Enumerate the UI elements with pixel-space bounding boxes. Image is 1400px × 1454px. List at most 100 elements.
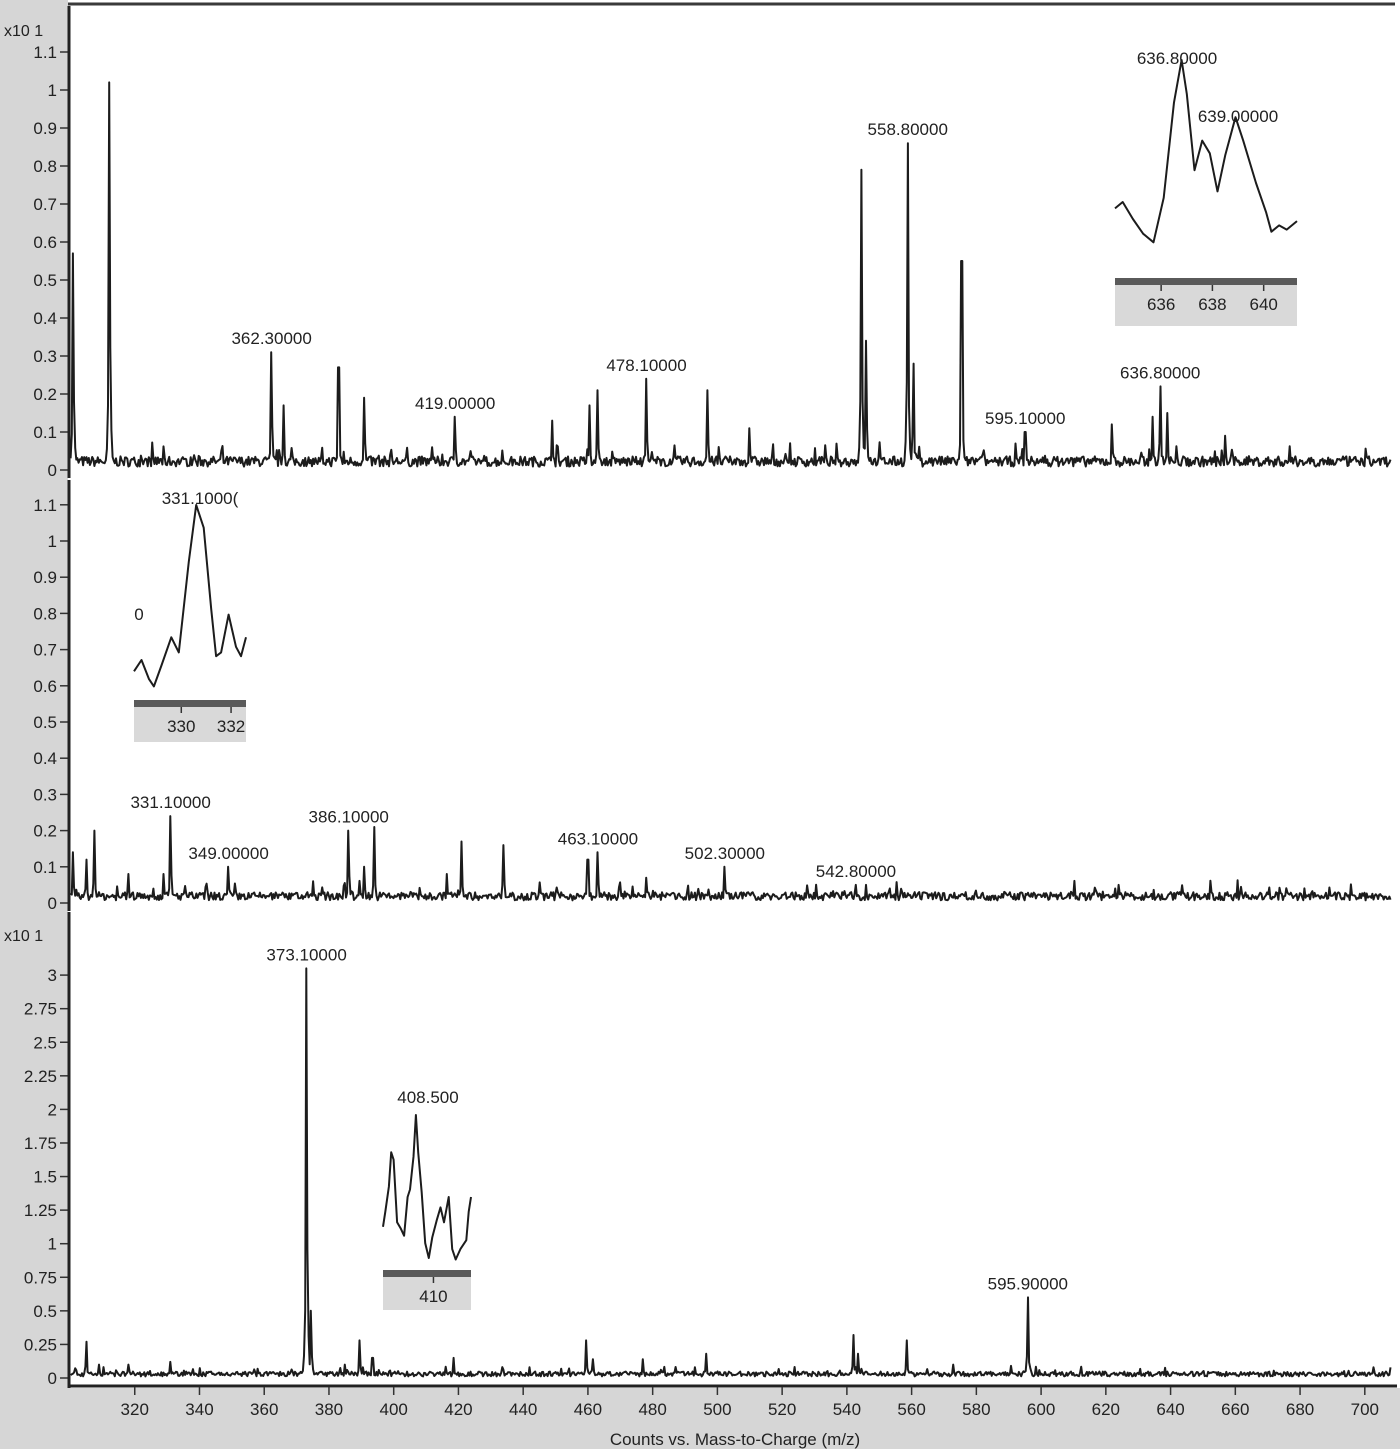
spectrum-panel-middle: 0 0.1 0.2 0.3 0.4 0.5 0.6 0.7 0.8 0.9 1 1.1 331.1000… <box>33 480 1392 913</box>
inset-axis-bg <box>134 706 246 742</box>
peak-label: 463.10000 <box>558 829 638 848</box>
y-tick-label: 0.7 <box>33 195 57 214</box>
axis-strip-bottom <box>0 1388 1400 1449</box>
peak-label: 502.30000 <box>685 844 765 863</box>
inset-peak-label: 331.1000( <box>162 489 239 508</box>
y-tick-label: 0.9 <box>33 119 57 138</box>
x-tick-label: 500 <box>703 1400 731 1419</box>
y-tick-label: 0.3 <box>33 785 57 804</box>
peak-label: 362.30000 <box>231 329 311 348</box>
y-tick-label: 0.6 <box>33 233 57 252</box>
axis-strip-left <box>0 0 68 1449</box>
inset-x-tick-label: 638 <box>1198 295 1226 314</box>
y-tick-label: 0.2 <box>33 385 57 404</box>
x-tick-label: 400 <box>380 1400 408 1419</box>
x-axis: 320 340 360 380 400 420 440 460 480 500 520 540 560 5… <box>68 1384 1397 1419</box>
peak-label: 419.00000 <box>415 394 495 413</box>
inset-x-tick-label: 636 <box>1147 295 1175 314</box>
x-tick-label: 460 <box>574 1400 602 1419</box>
x-tick-label: 540 <box>833 1400 861 1419</box>
y-tick-label: 1 <box>48 532 57 551</box>
y-tick-label: 2 <box>48 1100 57 1119</box>
x-tick-label: 640 <box>1156 1400 1184 1419</box>
y-tick-label: 2.25 <box>24 1067 57 1086</box>
y-tick-label: 0.5 <box>33 713 57 732</box>
y-tick-label: 0.8 <box>33 604 57 623</box>
y-tick-label: 1.5 <box>33 1168 57 1187</box>
exponent-label: x10 1 <box>4 928 43 945</box>
y-tick-label: 1.1 <box>33 43 57 62</box>
inset-peak-label: 636.80000 <box>1137 49 1217 68</box>
spectrum-panel-top: 0 0.1 0.2 0.3 0.4 0.5 0.6 0.7 0.8 0.9 1 1.1 x10 1 362… <box>4 6 1392 480</box>
spectrum-trace <box>69 81 1392 468</box>
inset-x-tick-label: 410 <box>419 1287 447 1306</box>
y-tick-label: 1.25 <box>24 1201 57 1220</box>
plot-area <box>68 6 1400 1388</box>
panels-group: 0 0.1 0.2 0.3 0.4 0.5 0.6 0.7 0.8 0.9 1 1.1 x10 1 362… <box>4 6 1392 1388</box>
x-tick-label: 660 <box>1221 1400 1249 1419</box>
y-tick-label: 0 <box>48 894 57 913</box>
y-tick-label: 3 <box>48 966 57 985</box>
spectrum-trace <box>69 815 1392 902</box>
x-tick-label: 360 <box>250 1400 278 1419</box>
inset-peak-label: 408.500 <box>397 1088 458 1107</box>
x-tick-label: 520 <box>768 1400 796 1419</box>
x-tick-label: 580 <box>962 1400 990 1419</box>
x-tick-label: 340 <box>185 1400 213 1419</box>
x-tick-label: 700 <box>1351 1400 1379 1419</box>
y-tick-label: 0.6 <box>33 677 57 696</box>
peak-label: 558.80000 <box>868 120 948 139</box>
peak-label: 542.80000 <box>816 862 896 881</box>
x-tick-label: 480 <box>638 1400 666 1419</box>
y-tick-label: 0.4 <box>33 749 57 768</box>
y-tick-label: 0.1 <box>33 423 57 442</box>
spectrum-panel-bottom: 0 0.25 0.5 0.75 1 1.25 1.5 1.75 2 2.25 2.5 2.75 3 x10… <box>4 912 1392 1388</box>
y-tick-label: 0.2 <box>33 822 57 841</box>
x-tick-label: 600 <box>1027 1400 1055 1419</box>
y-tick-label: 1 <box>48 81 57 100</box>
y-tick-label: 0.8 <box>33 157 57 176</box>
inset-axis-bar <box>383 1270 471 1277</box>
spectrum-trace <box>70 967 1392 1378</box>
peak-label: 331.10000 <box>130 793 210 812</box>
inset-trace <box>382 1114 472 1261</box>
x-tick-label: 560 <box>897 1400 925 1419</box>
inset-peak-label: 639.00000 <box>1198 107 1278 126</box>
inset-zoom-bottom: 410 408.500 <box>382 1088 472 1310</box>
inset-peak-label: 0 <box>134 605 143 624</box>
y-tick-label: 0.4 <box>33 309 57 328</box>
inset-x-tick-label: 330 <box>167 717 195 736</box>
x-tick-label: 380 <box>315 1400 343 1419</box>
inset-trace <box>133 504 247 688</box>
x-tick-label: 620 <box>1092 1400 1120 1419</box>
y-tick-label: 1 <box>48 1235 57 1254</box>
inset-zoom-top: 636 638 640 636.80000 639.00000 <box>1114 49 1298 326</box>
peak-label: 386.10000 <box>309 808 389 827</box>
y-tick-label: 0 <box>48 1369 57 1388</box>
inset-axis-bar <box>1115 278 1297 285</box>
peak-label: 595.10000 <box>985 409 1065 428</box>
y-tick-label: 0.3 <box>33 347 57 366</box>
y-tick-label: 0.75 <box>24 1268 57 1287</box>
y-tick-label: 0.9 <box>33 568 57 587</box>
peak-label: 373.10000 <box>266 945 346 964</box>
x-tick-label: 320 <box>121 1400 149 1419</box>
inset-zoom-middle: 330 332 331.1000( 0 <box>133 489 247 742</box>
x-tick-label: 420 <box>444 1400 472 1419</box>
y-tick-label: 0 <box>48 461 57 480</box>
y-tick-label: 0.25 <box>24 1335 57 1354</box>
inset-axis-bg <box>383 1276 471 1310</box>
peak-label: 636.80000 <box>1120 363 1200 382</box>
y-tick-label: 0.5 <box>33 1302 57 1321</box>
y-tick-label: 2.75 <box>24 1000 57 1019</box>
peak-label: 349.00000 <box>188 844 268 863</box>
y-tick-label: 0.7 <box>33 641 57 660</box>
inset-trace <box>1114 59 1298 244</box>
x-axis-title: Counts vs. Mass-to-Charge (m/z) <box>610 1430 860 1449</box>
x-tick-label: 440 <box>509 1400 537 1419</box>
y-tick-label: 2.5 <box>33 1033 57 1052</box>
peak-label: 478.10000 <box>606 356 686 375</box>
inset-x-tick-label: 332 <box>217 717 245 736</box>
